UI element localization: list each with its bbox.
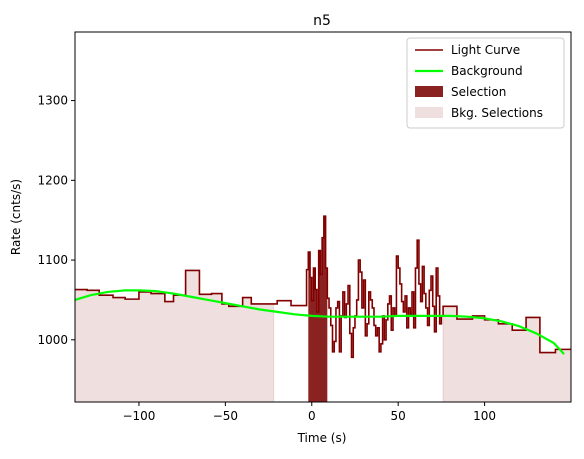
legend-label: Selection: [451, 85, 506, 99]
x-tick-label: 50: [391, 409, 406, 423]
legend: Light Curve Background Selection Bkg. Selec…: [406, 37, 565, 129]
x-tick-label: 100: [473, 409, 496, 423]
legend-label: Bkg. Selections: [451, 106, 543, 120]
bkg-selection-region-1: [75, 270, 275, 402]
background-curve: [75, 289, 565, 355]
plot-frame: [74, 31, 572, 403]
x-axis-label: Time (s): [297, 431, 347, 445]
chart-title: n5: [313, 13, 331, 29]
legend-box: [406, 37, 565, 129]
y-tick-label: 1100: [37, 253, 68, 267]
x-tick-label: −50: [213, 409, 238, 423]
y-tick-label: 1300: [37, 94, 68, 108]
selection-region: [308, 216, 328, 402]
legend-label: Background: [451, 64, 523, 78]
x-tick-label: 0: [308, 409, 316, 423]
y-tick-label: 1200: [37, 173, 68, 187]
legend-symbol-bkg-selections: [415, 107, 443, 118]
x-tick-label: −100: [122, 409, 155, 423]
y-tick-label: 1000: [37, 333, 68, 347]
bkg-selection-region-2: [442, 305, 571, 402]
legend-label: Light Curve: [451, 43, 520, 57]
legend-symbol-selection: [415, 86, 443, 97]
light-curve-line: [75, 215, 571, 359]
y-axis-label: Rate (cnts/s): [9, 179, 23, 255]
